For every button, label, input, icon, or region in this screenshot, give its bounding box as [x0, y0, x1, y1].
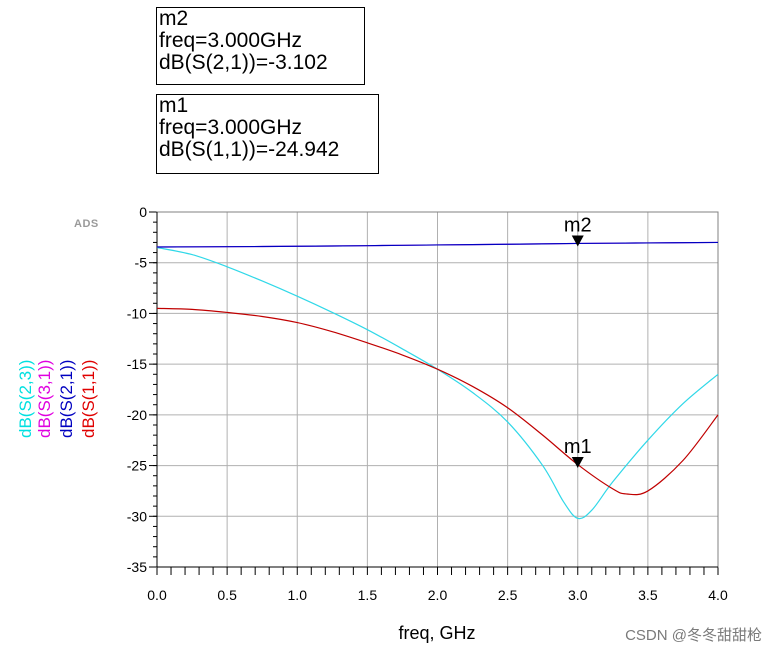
marker-m1-triangle	[571, 456, 584, 468]
series-line-dbs11	[156, 307, 719, 496]
x-tick-label: 0.0	[147, 587, 167, 603]
y-tick-label: -30	[127, 508, 147, 524]
series-lines	[156, 241, 719, 520]
series-line-dbs23	[156, 246, 719, 520]
x-tick-label: 1.0	[288, 587, 308, 603]
series-line-dbs21	[156, 241, 719, 248]
marker-m2-triangle	[571, 235, 584, 247]
x-tick-label: 3.0	[568, 587, 588, 603]
marker-m2-label: m2	[564, 214, 592, 236]
y-tick-label: -20	[127, 407, 147, 423]
marker-m2-value: dB(S(2,1))=-3.102	[159, 51, 328, 74]
grid-lines	[149, 211, 719, 575]
marker-m1-freq: freq=3.000GHz	[159, 116, 303, 139]
marker-m2-readout: m2 freq=3.000GHz dB(S(2,1))=-3.102	[156, 7, 365, 85]
marker-m1-name: m1	[159, 94, 189, 117]
x-tick-label: 1.5	[358, 587, 378, 603]
marker-glyphs: m2 m1	[564, 214, 592, 468]
x-axis-title: freq, GHz	[398, 623, 475, 643]
tick-labels: 0.0 0.5 1.0 1.5 2.0 2.5 3.0 3.5 4.0 0 -5 -10 -15 -20 -…	[127, 204, 728, 603]
x-tick-label: 2.0	[428, 587, 448, 603]
csdn-watermark: CSDN @冬冬甜甜枪	[625, 627, 762, 644]
y-tick-label: -35	[127, 559, 147, 575]
marker-m1-label: m1	[564, 436, 592, 458]
marker-m2-freq: freq=3.000GHz	[159, 29, 303, 52]
y-tick-label: -5	[135, 255, 148, 271]
y-tick-label: -25	[127, 458, 147, 474]
x-tick-label: 2.5	[498, 587, 518, 603]
y-tick-label: 0	[139, 204, 147, 220]
y-tick-label: -15	[127, 356, 147, 372]
marker-m2-name: m2	[159, 7, 189, 30]
marker-m1-readout: m1 freq=3.000GHz dB(S(1,1))=-24.942	[156, 94, 379, 174]
y-tick-label: -10	[127, 305, 147, 321]
marker-m1-value: dB(S(1,1))=-24.942	[159, 138, 340, 161]
x-tick-label: 3.5	[638, 587, 658, 603]
x-tick-label: 4.0	[708, 587, 728, 603]
ads-logo: ADS	[74, 218, 99, 230]
x-tick-label: 0.5	[217, 587, 237, 603]
